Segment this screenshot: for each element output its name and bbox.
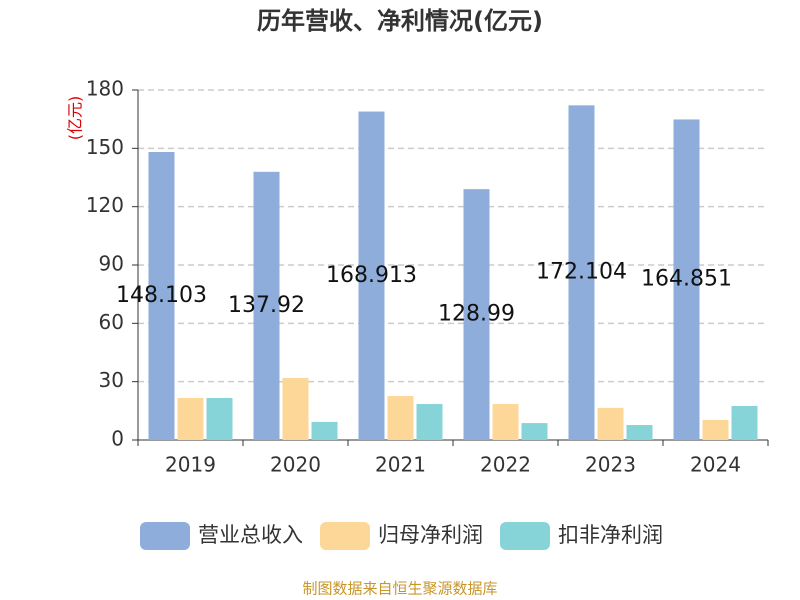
legend-label: 扣非净利润: [558, 523, 663, 547]
bar: [358, 111, 385, 441]
y-tick-label: 30: [99, 368, 124, 392]
bar: [311, 421, 338, 440]
legend-swatch: [320, 522, 370, 550]
bar: [626, 425, 653, 440]
bar: [416, 404, 443, 440]
y-tick-label: 150: [86, 135, 124, 159]
bar: [387, 396, 414, 440]
data-label: 172.104: [536, 260, 627, 285]
bar: [731, 405, 758, 440]
bar: [463, 189, 490, 440]
chart-title: 历年营收、净利情况(亿元): [257, 7, 543, 35]
legend-swatch: [500, 522, 550, 550]
legend-label: 营业总收入: [198, 523, 303, 547]
bar: [597, 407, 624, 440]
data-label: 164.851: [641, 267, 732, 292]
bar: [673, 119, 700, 440]
data-label: 128.99: [438, 302, 515, 327]
data-label: 168.913: [326, 263, 417, 288]
x-tick-label: 2022: [480, 453, 531, 477]
bar: [148, 152, 175, 440]
bar: [206, 398, 233, 440]
legend-label: 归母净利润: [378, 523, 483, 547]
x-tick-label: 2019: [165, 453, 216, 477]
data-label: 137.92: [228, 293, 305, 318]
x-tick-label: 2023: [585, 453, 636, 477]
source-note: 制图数据来自恒生聚源数据库: [302, 580, 497, 598]
y-tick-label: 90: [99, 252, 124, 276]
x-tick-label: 2021: [375, 453, 426, 477]
y-tick-label: 120: [86, 193, 124, 217]
bar: [568, 105, 595, 440]
y-tick-label: 180: [86, 77, 124, 101]
bar: [702, 419, 729, 440]
y-axis-label: (亿元): [66, 96, 85, 141]
x-tick-label: 2020: [270, 453, 321, 477]
y-tick-label: 60: [99, 310, 124, 334]
data-label: 148.103: [116, 283, 207, 308]
bar: [492, 404, 519, 440]
bar: [177, 398, 204, 440]
y-tick-label: 0: [111, 427, 124, 451]
bar: [521, 423, 548, 440]
bar: [282, 377, 309, 440]
x-tick-label: 2024: [690, 453, 741, 477]
legend-swatch: [140, 522, 190, 550]
bar: [253, 171, 280, 441]
